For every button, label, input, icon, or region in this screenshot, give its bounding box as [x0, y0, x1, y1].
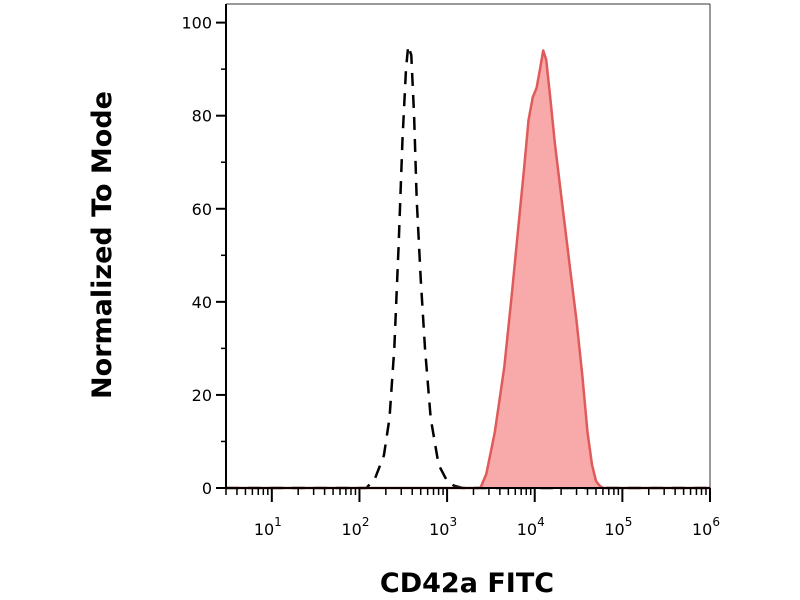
x-tick-label: 103 [429, 515, 457, 539]
x-tick-label: 105 [604, 515, 632, 539]
x-tick-label: 104 [517, 515, 545, 539]
y-tick-label: 80 [192, 107, 212, 126]
series-fill-area [226, 50, 710, 488]
y-tick-label: 60 [192, 200, 212, 219]
y-tick-label: 20 [192, 386, 212, 405]
plot-area [226, 44, 710, 490]
y-tick-label: 40 [192, 293, 212, 312]
y-tick-label: 100 [181, 14, 212, 33]
series-outline [226, 49, 710, 490]
series-dashed-line [226, 44, 710, 490]
x-tick-label: 101 [254, 515, 282, 539]
axes: Normalized To Mode CD42a FITC 0 20 40 60 80 1… [87, 3, 720, 599]
x-tick-label: 102 [341, 515, 369, 539]
x-axis-title: CD42a FITC [380, 568, 554, 599]
x-tick-label: 106 [692, 515, 720, 539]
y-tick-label: 0 [202, 479, 212, 498]
y-axis-title: Normalized To Mode [87, 91, 118, 399]
